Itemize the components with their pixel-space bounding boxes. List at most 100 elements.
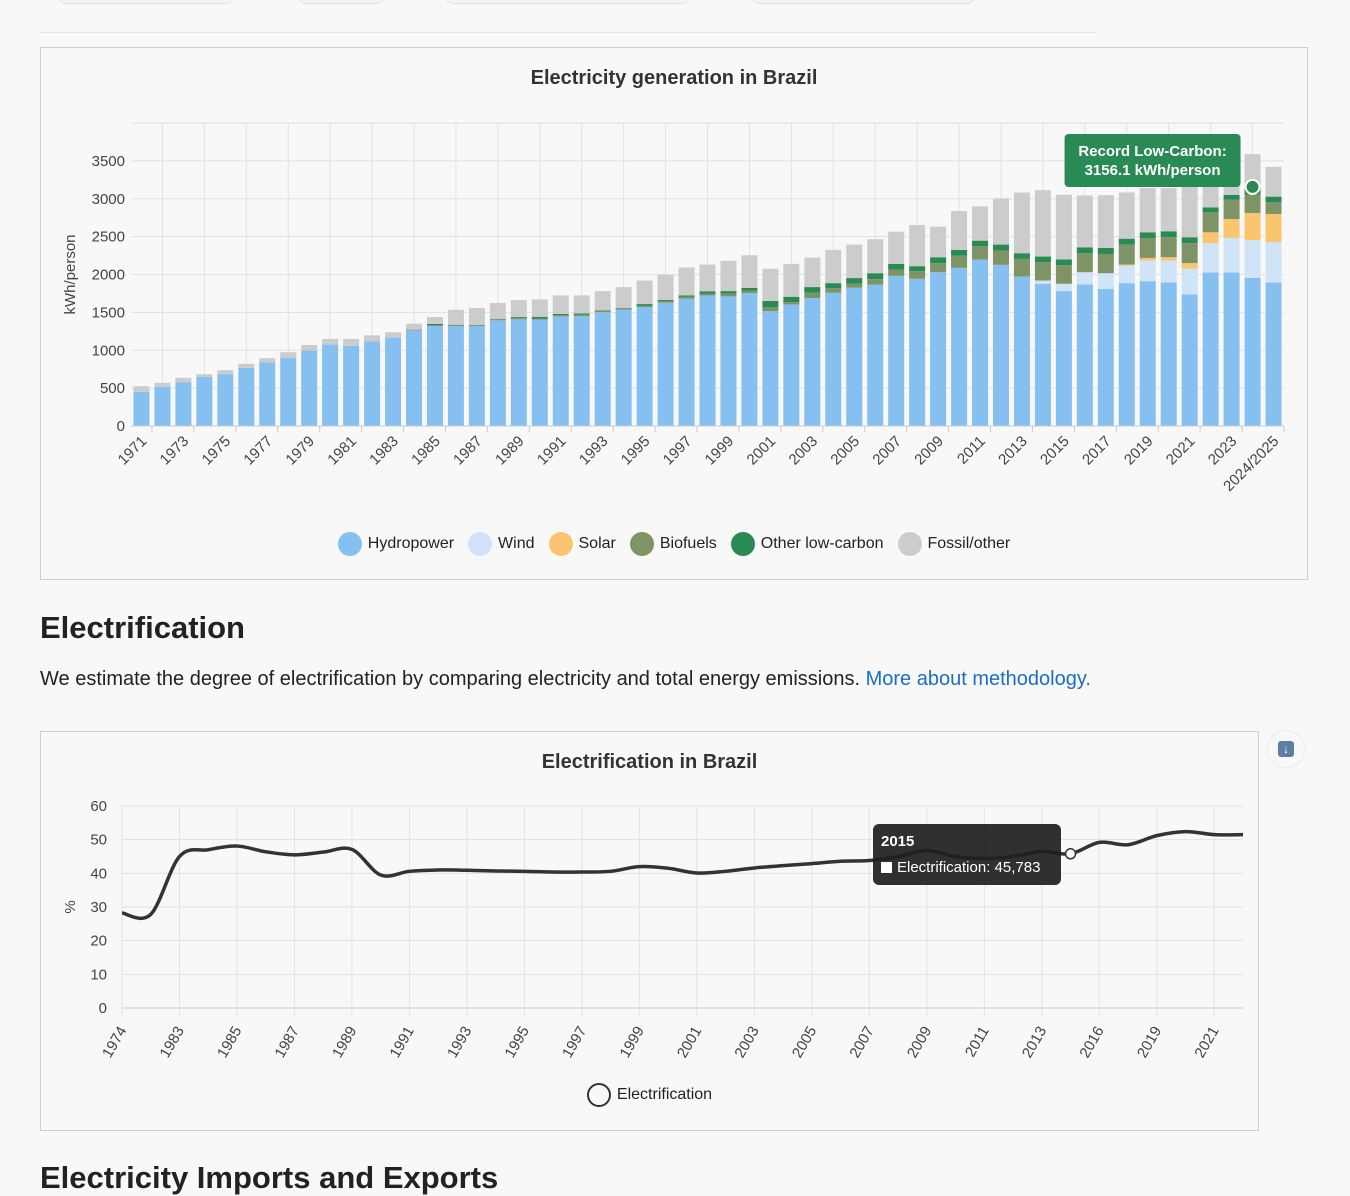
bar-segment-solar — [1224, 219, 1240, 238]
bar-segment-solar — [1203, 232, 1219, 243]
legend-item[interactable]: Solar — [549, 532, 616, 556]
methodology-link[interactable]: More about methodology. — [866, 668, 1091, 690]
bar-segment-fossil-other — [385, 332, 401, 337]
bar-segment-fossil-other — [490, 303, 506, 319]
bar-segment-hydropower — [951, 268, 967, 426]
top-tab-3[interactable] — [445, 0, 690, 4]
y-tick-label: 3500 — [92, 153, 125, 170]
legend-item[interactable]: Hydropower — [338, 532, 454, 556]
bar-segment-hydropower — [448, 326, 464, 426]
bar-segment-hydropower — [469, 326, 485, 426]
bar-segment-biofuels — [490, 319, 506, 320]
bar-segment-biofuels — [1014, 259, 1030, 277]
bar-segment-other-low-carbon — [679, 295, 695, 297]
bar-segment-biofuels — [658, 301, 674, 303]
x-tick-label: 1983 — [366, 433, 402, 469]
x-tick-label: 1995 — [618, 433, 654, 469]
bar-segment-other-low-carbon — [637, 304, 653, 306]
bar-segment-wind — [1266, 242, 1282, 282]
x-tick-label: 2013 — [995, 433, 1031, 469]
bar-segment-hydropower — [1245, 278, 1261, 426]
bar-segment-fossil-other — [867, 239, 883, 273]
legend-label: Hydropower — [368, 535, 454, 553]
series-line — [122, 832, 1243, 919]
section-text: We estimate the degree of electrificatio… — [40, 668, 1091, 691]
bar-segment-biofuels — [1161, 237, 1177, 257]
bar-segment-biofuels — [532, 319, 548, 320]
bar-segment-hydropower — [553, 316, 569, 426]
x-tick-label: 2007 — [869, 433, 905, 469]
top-tab-4[interactable] — [752, 0, 975, 4]
bar-segment-fossil-other — [658, 275, 674, 300]
bar-segment-biofuels — [637, 306, 653, 308]
bar-segment-biofuels — [783, 302, 799, 304]
x-tick-label: 1975 — [199, 433, 235, 469]
bar-segment-fossil-other — [846, 245, 862, 278]
x-tick-label: 2003 — [786, 433, 822, 469]
bar-segment-hydropower — [846, 288, 862, 426]
legend-label: Solar — [579, 535, 616, 553]
chart-title: Electrification in Brazil — [41, 751, 1258, 774]
x-tick-label: 2016 — [1076, 1024, 1107, 1061]
bar-segment-wind — [1098, 273, 1114, 289]
bar-segment-hydropower — [616, 310, 632, 426]
legend-item[interactable]: Fossil/other — [898, 532, 1011, 556]
download-button[interactable]: ↓ — [1268, 731, 1304, 767]
bar-segment-biofuels — [1035, 262, 1051, 280]
y-tick-label: 2000 — [92, 267, 125, 284]
bar-segment-fossil-other — [259, 358, 275, 362]
legend-item[interactable]: Biofuels — [630, 532, 717, 556]
bar-segment-hydropower — [867, 284, 883, 426]
bar-segment-hydropower — [972, 260, 988, 426]
x-tick-label: 1974 — [99, 1024, 130, 1061]
bar-segment-fossil-other — [448, 310, 464, 325]
legend-item[interactable]: Wind — [468, 532, 534, 556]
bar-segment-hydropower — [490, 320, 506, 426]
bar-segment-biofuels — [888, 270, 904, 276]
bar-segment-hydropower — [679, 299, 695, 426]
download-icon: ↓ — [1278, 741, 1294, 757]
x-tick-label: 2003 — [731, 1024, 762, 1061]
bar-segment-other-low-carbon — [1056, 260, 1072, 266]
bar-segment-other-low-carbon — [1077, 247, 1093, 253]
x-tick-label: 1995 — [501, 1024, 532, 1061]
annotation-line1: Record Low-Carbon: — [1078, 143, 1226, 160]
x-tick-label: 1999 — [616, 1024, 647, 1061]
bar-segment-hydropower — [1077, 284, 1093, 426]
x-tick-label: 2021 — [1163, 433, 1199, 469]
legend-item[interactable]: Other low-carbon — [731, 532, 884, 556]
bar-segment-hydropower — [175, 382, 191, 426]
divider — [40, 32, 1097, 33]
bar-segment-fossil-other — [217, 370, 233, 374]
bar-segment-hydropower — [762, 311, 778, 426]
bar-segment-other-low-carbon — [1203, 207, 1219, 212]
bar-segment-fossil-other — [511, 300, 527, 317]
bar-segment-wind — [1182, 269, 1198, 295]
bar-segment-fossil-other — [364, 335, 380, 341]
annotation-line2: 3156.1 kWh/person — [1085, 162, 1221, 179]
bar-segment-fossil-other — [993, 198, 1009, 244]
bar-segment-hydropower — [301, 350, 317, 426]
x-tick-label: 1987 — [272, 1024, 303, 1061]
bar-segment-wind — [1203, 243, 1219, 272]
legend-label: Biofuels — [660, 535, 717, 553]
hover-marker — [1066, 849, 1076, 859]
tooltip-value: Electrification: 45,783 — [897, 859, 1040, 876]
top-tab-1[interactable] — [58, 0, 234, 4]
x-tick-label: 2017 — [1079, 433, 1115, 469]
bar-segment-biofuels — [616, 308, 632, 310]
y-tick-label: 0 — [99, 1000, 107, 1017]
bar-segment-hydropower — [1119, 283, 1135, 426]
legend-item[interactable]: Electrification — [587, 1083, 712, 1107]
bar-segment-solar — [1266, 214, 1282, 242]
bar-segment-hydropower — [196, 377, 212, 426]
x-tick-label: 1991 — [386, 1024, 417, 1061]
bar-segment-other-low-carbon — [867, 273, 883, 279]
bar-segment-other-low-carbon — [427, 324, 443, 325]
bar-segment-hydropower — [1035, 284, 1051, 426]
bar-segment-biofuels — [427, 325, 443, 326]
bar-segment-fossil-other — [322, 339, 338, 345]
top-tab-2[interactable] — [298, 0, 384, 4]
